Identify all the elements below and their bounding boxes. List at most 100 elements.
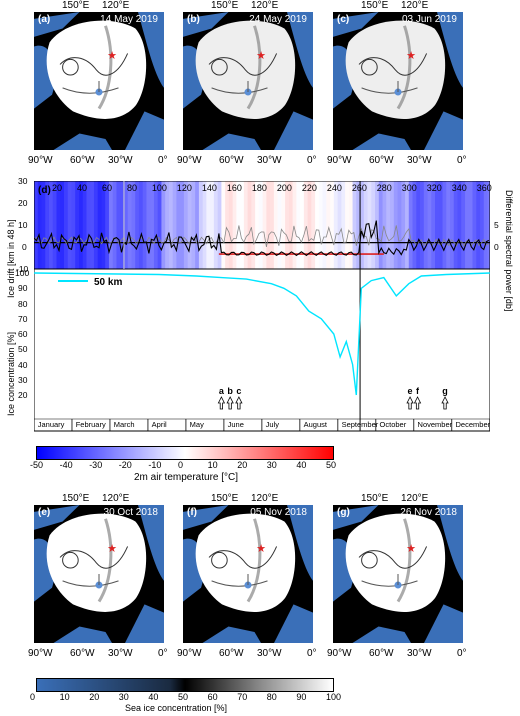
event-label: b: [227, 386, 233, 396]
colorbar-tick: 0: [30, 692, 36, 702]
colorbar-tick: 40: [296, 460, 307, 470]
doy-tick: 20: [51, 183, 62, 193]
panel-date: 24 May 2019: [249, 14, 307, 25]
doy-tick: 220: [301, 183, 317, 193]
doy-tick: 200: [276, 183, 292, 193]
month-label: March: [113, 420, 135, 429]
panel-letter: (a): [38, 14, 51, 25]
colorbar-tick: 20: [237, 460, 248, 470]
doy-tick: 140: [201, 183, 217, 193]
event-label: f: [416, 386, 420, 396]
conc-ytick: 80: [18, 298, 28, 309]
svg-text:★: ★: [107, 542, 117, 555]
map-panel: ★ (b) 24 May 2019: [183, 12, 313, 150]
colorbar-tick: 20: [89, 692, 100, 702]
doy-tick: 240: [326, 183, 342, 193]
panel-date: 05 Nov 2018: [250, 507, 307, 518]
colorbar-tick: 50: [326, 460, 337, 470]
colorbar-tick: 30: [266, 460, 277, 470]
ice-concentration-ylabel: Ice concentration [%]: [6, 331, 16, 416]
conc-ytick: 20: [18, 390, 28, 400]
timeseries-letter: (d): [38, 185, 51, 196]
month-label: November: [417, 420, 453, 429]
lon-label: 120°E: [401, 0, 429, 11]
ice-colorbar: [36, 678, 334, 692]
lon-label: 60°W: [70, 648, 95, 659]
power-ytick: 0: [494, 242, 499, 252]
colorbar-tick: 30: [118, 692, 129, 702]
lon-label: 90°W: [28, 648, 53, 659]
conc-ytick: 50: [18, 344, 28, 355]
month-label: October: [379, 420, 407, 429]
lon-label: 30°W: [108, 648, 133, 659]
colorbar-tick: 10: [207, 460, 218, 470]
temperature-colorbar: [36, 446, 334, 460]
doy-tick: 340: [451, 183, 467, 193]
lon-label: 60°W: [219, 155, 244, 166]
lon-label: 120°E: [251, 0, 279, 11]
lon-label: 30°W: [257, 648, 282, 659]
power-ytick: 5: [494, 220, 499, 230]
map-panel: ★ (e) 30 Oct 2018: [34, 505, 164, 643]
doy-tick: 80: [126, 183, 137, 193]
panel-letter: (b): [187, 14, 200, 25]
lon-label: 60°W: [369, 155, 394, 166]
doy-tick: 320: [426, 183, 442, 193]
panel-date: 26 Nov 2018: [400, 507, 457, 518]
colorbar-tick: 100: [326, 692, 342, 702]
panel-date: 14 May 2019: [100, 14, 158, 25]
doy-tick: 40: [76, 183, 87, 193]
lon-label: 30°W: [257, 155, 282, 166]
colorbar-tick: 70: [237, 692, 248, 702]
lon-label: 0°: [158, 155, 168, 166]
colorbar-tick: 60: [207, 692, 218, 702]
timeseries-chart: (d) 50 km a b c e f g: [33, 180, 492, 432]
doy-tick: 300: [401, 183, 417, 193]
map-panel: ★ (a) 14 May 2019: [34, 12, 164, 150]
lon-label: 150°E: [361, 493, 389, 504]
lon-label: 120°E: [102, 0, 130, 11]
lon-label: 120°E: [401, 493, 429, 504]
month-label: July: [265, 420, 279, 429]
panel-letter: (c): [337, 14, 350, 25]
lon-label: 30°W: [407, 648, 432, 659]
ice-concentration-series: [33, 272, 491, 396]
doy-tick: 360: [476, 183, 492, 193]
conc-ytick: 60: [18, 329, 28, 339]
lon-label: 120°E: [102, 493, 130, 504]
lon-label: 90°W: [327, 648, 352, 659]
colorbar-tick: 0: [178, 460, 184, 470]
month-label: December: [455, 420, 491, 429]
drift-ytick: 10: [18, 220, 28, 230]
event-label: e: [408, 386, 413, 396]
conc-ytick: 100: [15, 268, 30, 278]
lon-label: 60°W: [219, 648, 244, 659]
lon-label: 150°E: [211, 493, 239, 504]
lon-label: 90°W: [177, 155, 202, 166]
lon-label: 0°: [158, 648, 168, 659]
map-panel: ★ (f) 05 Nov 2018: [183, 505, 313, 643]
svg-text:★: ★: [406, 49, 416, 62]
lon-label: 150°E: [62, 0, 90, 11]
panel-letter: (e): [38, 507, 51, 518]
conc-ytick: 70: [18, 313, 28, 324]
conc-ytick: 40: [18, 359, 28, 370]
panel-letter: (f): [187, 507, 197, 518]
lon-label: 30°W: [108, 155, 133, 166]
lon-label: 30°W: [407, 155, 432, 166]
panel-date: 03 Jun 2019: [401, 14, 457, 25]
colorbar-tick: -30: [89, 460, 103, 470]
drift-ytick: -10: [16, 264, 29, 274]
legend-label: 50 km: [94, 277, 122, 288]
lon-label: 150°E: [211, 0, 239, 11]
doy-tick: 280: [376, 183, 392, 193]
lon-label: 120°E: [251, 493, 279, 504]
lon-label: 60°W: [70, 155, 95, 166]
month-label: May: [189, 420, 204, 429]
doy-tick: 120: [176, 183, 192, 193]
timeseries-panel: (d) 50 km a b c e f g: [33, 180, 492, 439]
doy-tick: 160: [226, 183, 242, 193]
panel-letter: (g): [337, 507, 350, 518]
month-label: February: [75, 420, 106, 429]
lon-label: 0°: [457, 648, 467, 659]
